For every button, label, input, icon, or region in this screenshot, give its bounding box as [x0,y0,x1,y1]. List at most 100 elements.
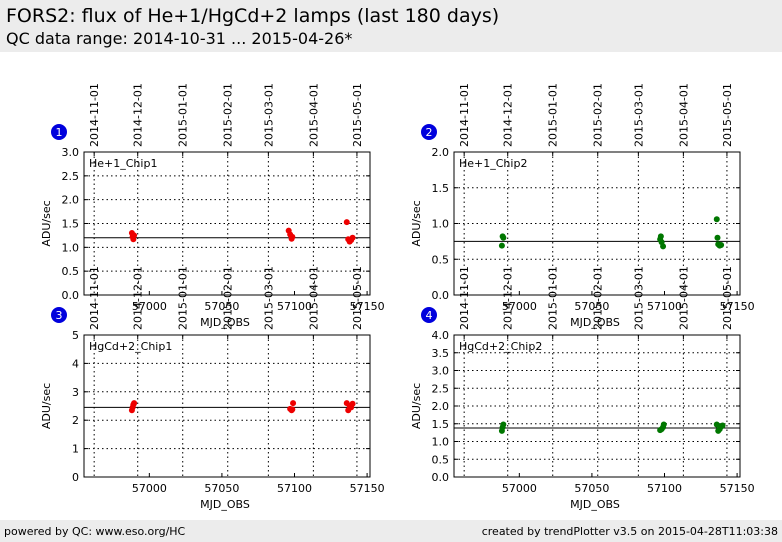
panel-4-data-point [500,421,507,428]
panel-4-data-point [719,422,726,429]
panel-2-x-tick-label: 57000 [502,300,537,313]
panel-2-x-tick-label: 57050 [574,300,609,313]
panel-4-y-tick-label: 3.5 [432,347,450,360]
panel-2-date-tick-label: 2014-12-01 [502,83,515,147]
panel-3-x-tick-label: 57100 [277,482,312,495]
panel-4-y-tick-label: 2.5 [432,382,450,395]
panel-3-x-axis-label: MJD_OBS [200,498,250,511]
panel-1-data-point [343,219,350,226]
panel-4-date-tick-label: 2015-01-01 [547,266,560,330]
panel-3-date-tick-label: 2015-05-01 [351,266,364,330]
panel-2-date-tick-label: 2015-04-01 [677,83,690,147]
panel-1-x-axis-label: MJD_OBS [200,316,250,329]
header-bar: FORS2: flux of He+1/HgCd+2 lamps (last 1… [0,0,782,52]
page-subtitle: QC data range: 2014-10-31 ... 2015-04-26… [6,29,353,48]
panel-2-data-point [714,234,721,241]
footer-bar: powered by QC: www.eso.org/HC created by… [0,520,782,542]
panel-2-y-tick-label: 0.5 [432,253,450,266]
panel-4-date-tick-label: 2014-11-01 [458,266,471,330]
panel-2-panel-label: He+1_Chip2 [459,157,527,170]
panel-4-y-tick-label: 2.0 [432,400,450,413]
panel-3-data-point [349,400,356,407]
panel-3-y-axis-label: ADU/sec [40,383,53,429]
panel-4-date-tick-label: 2015-04-01 [677,266,690,330]
panel-4-y-tick-label: 0.5 [432,453,450,466]
panel-4-y-tick-label: 0.0 [432,471,450,484]
panel-1-date-tick-label: 2015-02-01 [222,83,235,147]
panel-4-date-tick-label: 2014-12-01 [502,266,515,330]
panel-1-x-tick-label: 57100 [277,300,312,313]
panel-2-date-tick-label: 2015-02-01 [592,83,605,147]
panel-1-badge [51,124,67,140]
panel-4-y-axis-label: ADU/sec [410,383,423,429]
panel-1-date-tick-label: 2015-05-01 [351,83,364,147]
panel-4-badge [421,307,437,323]
panel-1-y-tick-label: 3.0 [62,146,80,159]
panel-1-data-point [289,233,296,240]
panel-1-y-axis-label: ADU/sec [40,200,53,246]
panel-2-y-tick-label: 0.0 [432,289,450,302]
panel-2-date-tick-label: 2015-03-01 [632,83,645,147]
panel-3-badge [51,307,67,323]
panel-4-date-tick-label: 2015-03-01 [632,266,645,330]
panel-4-data-point [660,421,667,428]
panel-2-x-tick-label: 57150 [720,300,755,313]
panel-3-date-tick-label: 2015-02-01 [222,266,235,330]
panel-3-date-tick-label: 2015-01-01 [177,266,190,330]
panel-1-data-point [349,234,356,241]
panel-1-y-tick-label: 2.0 [62,194,80,207]
panel-3-x-tick-label: 57050 [204,482,239,495]
panel-2-data-point [498,242,505,249]
panel-3-y-tick-label: 0 [72,471,79,484]
panel-3-y-tick-label: 4 [72,357,79,370]
panel-2-badge-number: 2 [426,126,433,139]
plots-area: 0.0 0.5 1.0 1.5 2.0 2.5 3.0 57000 57050 57100 5715… [40,83,755,511]
panel-1-date-tick-label: 2015-04-01 [307,83,320,147]
panel-3-frame [83,334,371,478]
footer-timestamp: created by trendPlotter v3.5 on 2015-04-… [481,525,778,538]
panel-1-y-tick-label: 0.5 [62,265,80,278]
panel-4-badge-number: 4 [426,309,433,322]
panel-4-x-tick-label: 57050 [574,482,609,495]
panel-4-date-tick-label: 2015-05-01 [721,266,734,330]
panel-4-y-tick-label: 1.5 [432,418,450,431]
panel-3-y-tick-label: 3 [72,386,79,399]
panel-4-x-tick-label: 57100 [647,482,682,495]
panel-3-x-tick-label: 57000 [132,482,167,495]
panel-3-panel-label: HgCd+2_Chip1 [89,340,172,353]
panel-4-y-tick-label: 1.0 [432,436,450,449]
panel-4-panel-label: HgCd+2_Chip2 [459,340,542,353]
panel-3-date-tick-label: 2015-04-01 [307,266,320,330]
panel-2-data-point [500,234,507,241]
panel-4-x-tick-label: 57150 [720,482,755,495]
panel-3-x-tick-label: 57150 [350,482,385,495]
panel-3-date-tick-label: 2014-11-01 [88,266,101,330]
panel-1-x-tick-label: 57000 [132,300,167,313]
panel-3-data-point [290,400,297,407]
panel-3-y-tick-label: 2 [72,414,79,427]
panel-1-date-tick-label: 2015-01-01 [177,83,190,147]
panel-4-date-tick-label: 2015-02-01 [592,266,605,330]
panel-1-date-tick-label: 2014-12-01 [132,83,145,147]
panel-1-y-tick-label: 0.0 [62,289,80,302]
panel-1-y-tick-label: 1.5 [62,218,80,231]
panel-1-date-tick-label: 2014-11-01 [88,83,101,147]
panel-2-data-point [718,241,725,248]
panel-4-y-tick-label: 3.0 [432,365,450,378]
panel-3-date-tick-label: 2015-03-01 [262,266,275,330]
panel-3-badge-number: 3 [56,309,63,322]
panel-1-panel-label: He+1_Chip1 [89,157,157,170]
panel-1-x-tick-label: 57150 [350,300,385,313]
panel-4-y-tick-label: 4.0 [432,329,450,342]
panel-3-data-point [289,406,296,413]
panel-2-y-tick-label: 1.5 [432,182,450,195]
panel-2-data-point [660,243,667,250]
panel-3-y-tick-label: 5 [72,329,79,342]
panel-3-data-point [131,400,138,407]
panel-2-y-tick-label: 2.0 [432,146,450,159]
panel-3-date-tick-label: 2014-12-01 [132,266,145,330]
panel-2-x-tick-label: 57100 [647,300,682,313]
panel-2-y-tick-label: 1.0 [432,218,450,231]
panel-1-y-tick-label: 2.5 [62,170,80,183]
panel-2-y-axis-label: ADU/sec [410,200,423,246]
